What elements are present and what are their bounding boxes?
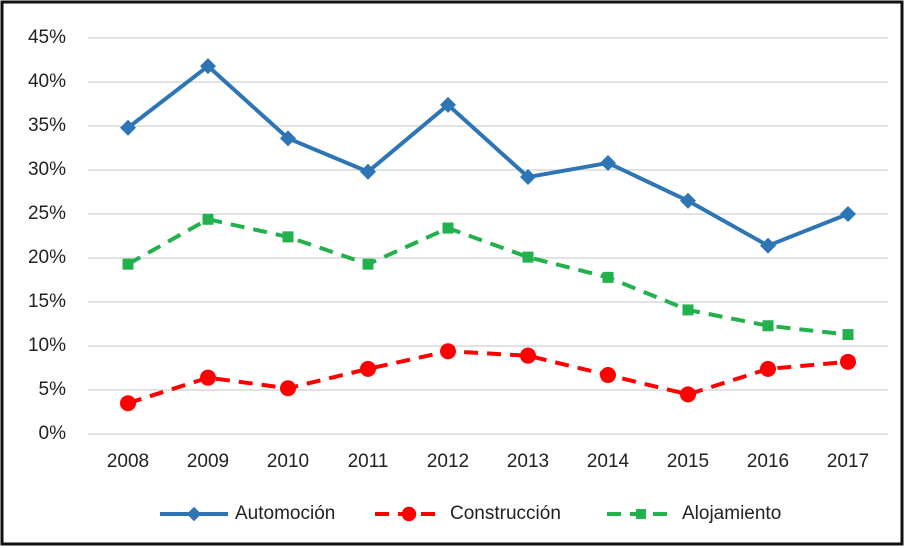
x-tick-label: 2013 — [507, 451, 549, 472]
marker — [200, 58, 216, 75]
marker — [636, 509, 646, 519]
marker — [122, 258, 134, 270]
legend-label: Alojamiento — [682, 503, 781, 524]
marker — [401, 506, 417, 522]
x-tick-label: 2016 — [747, 451, 789, 472]
marker — [360, 360, 376, 377]
series-line — [127, 349, 849, 406]
y-tick-label: 25% — [28, 203, 66, 224]
marker — [280, 130, 296, 147]
marker — [520, 347, 536, 364]
legend-label: Automoción — [235, 503, 335, 524]
marker — [602, 271, 614, 283]
marker — [760, 237, 776, 254]
series-line — [126, 64, 849, 248]
y-tick-label: 45% — [28, 27, 66, 48]
legend-label: Construcción — [450, 503, 561, 524]
marker — [440, 343, 456, 360]
x-tick-label: 2010 — [267, 451, 309, 472]
x-tick-label: 2017 — [827, 451, 869, 472]
marker — [680, 386, 696, 403]
marker — [360, 163, 376, 180]
x-tick-label: 2014 — [587, 451, 630, 472]
y-tick-label: 35% — [28, 115, 66, 136]
y-tick-label: 10% — [28, 335, 66, 356]
marker — [120, 119, 136, 136]
marker — [680, 192, 696, 209]
y-tick-label: 30% — [28, 159, 66, 180]
marker — [200, 369, 216, 386]
marker — [120, 395, 136, 412]
y-tick-label: 20% — [28, 247, 66, 268]
marker — [600, 154, 616, 171]
y-tick-label: 40% — [28, 71, 66, 92]
marker — [682, 304, 694, 316]
marker — [440, 96, 456, 113]
x-tick-label: 2012 — [427, 451, 469, 472]
marker — [362, 258, 374, 270]
y-tick-label: 0% — [39, 423, 67, 444]
x-tick-label: 2015 — [667, 451, 709, 472]
marker — [840, 206, 856, 222]
marker — [186, 506, 202, 522]
y-tick-label: 5% — [39, 379, 67, 400]
marker — [762, 320, 774, 332]
marker — [842, 329, 854, 341]
y-tick-label: 15% — [28, 291, 66, 312]
marker — [442, 222, 454, 234]
marker — [760, 360, 776, 377]
x-tick-label: 2011 — [348, 451, 389, 472]
marker — [840, 353, 856, 370]
marker — [520, 169, 536, 186]
marker — [282, 231, 294, 243]
marker — [600, 367, 616, 384]
marker — [280, 380, 296, 397]
x-tick-label: 2009 — [187, 451, 229, 472]
marker — [202, 213, 214, 225]
x-tick-label: 2008 — [107, 451, 149, 472]
marker — [522, 251, 534, 263]
